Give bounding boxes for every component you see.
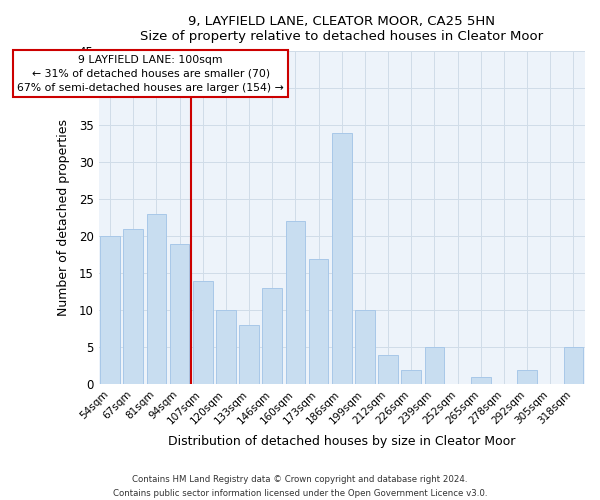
Bar (124, 229, 143, 384)
X-axis label: Distribution of detached houses by size in Cleator Moor: Distribution of detached houses by size … (168, 434, 515, 448)
Bar (309, 258, 328, 384)
Bar (355, 310, 375, 384)
Title: 9, LAYFIELD LANE, CLEATOR MOOR, CA25 5HN
Size of property relative to detached h: 9, LAYFIELD LANE, CLEATOR MOOR, CA25 5HN… (140, 15, 544, 43)
Text: Contains HM Land Registry data © Crown copyright and database right 2024.
Contai: Contains HM Land Registry data © Crown c… (113, 476, 487, 498)
Bar (401, 370, 421, 384)
Bar (517, 370, 537, 384)
Bar (332, 132, 352, 384)
Bar (471, 377, 491, 384)
Bar (170, 244, 190, 384)
Bar (262, 288, 282, 384)
Bar (216, 310, 236, 384)
Bar (193, 280, 212, 384)
Bar (378, 355, 398, 384)
Bar (100, 236, 120, 384)
Bar (239, 325, 259, 384)
Y-axis label: Number of detached properties: Number of detached properties (58, 120, 70, 316)
Bar (425, 348, 444, 385)
Bar (146, 214, 166, 384)
Text: 9 LAYFIELD LANE: 100sqm
← 31% of detached houses are smaller (70)
67% of semi-de: 9 LAYFIELD LANE: 100sqm ← 31% of detache… (17, 55, 284, 93)
Bar (286, 222, 305, 384)
Bar (563, 348, 583, 385)
